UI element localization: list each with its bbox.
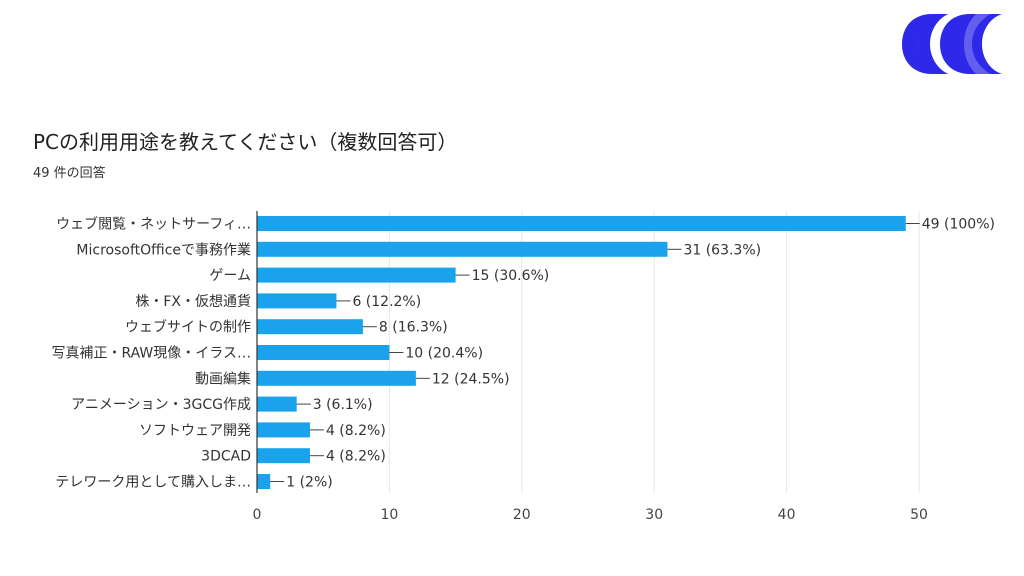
bar: [257, 267, 456, 283]
chart-title: PCの利用用途を教えてください（複数回答可）: [33, 130, 458, 154]
bar: [257, 241, 668, 257]
value-label: 6 (12.2%): [352, 294, 421, 310]
x-tick-label: 0: [253, 507, 262, 523]
x-tick-label: 40: [778, 507, 796, 523]
bar: [257, 345, 390, 360]
x-tick-label: 10: [380, 507, 398, 523]
value-label: 15 (30.6%): [472, 268, 550, 284]
category-label: MicrosoftOfficeで事務作業: [76, 242, 251, 258]
value-label: 1 (2%): [286, 475, 333, 491]
bar: [257, 396, 297, 412]
value-label: 8 (16.3%): [379, 320, 448, 336]
value-label: 4 (8.2%): [326, 449, 386, 465]
value-label: 3 (6.1%): [313, 397, 373, 413]
value-label: 31 (63.3%): [683, 242, 761, 258]
x-tick-label: 30: [645, 507, 663, 523]
category-label: ウェブサイトの制作: [125, 319, 251, 336]
bar: [257, 448, 310, 464]
value-label: 4 (8.2%): [326, 423, 386, 439]
x-tick-label: 20: [513, 507, 531, 523]
category-label: アニメーション・3GCG作成: [71, 397, 251, 413]
response-count: 49 件の回答: [33, 166, 106, 181]
category-label: ゲーム: [209, 268, 251, 284]
category-label: 動画編集: [195, 370, 251, 387]
bar: [257, 293, 337, 309]
value-label: 10 (20.4%): [405, 346, 483, 362]
bar: [257, 422, 310, 438]
bar: [257, 474, 271, 489]
brand-logo: [902, 14, 1002, 74]
category-label: テレワーク用として購入しま…: [55, 475, 251, 491]
bar: [257, 370, 416, 386]
category-label: 3DCAD: [201, 449, 251, 465]
x-tick-label: 50: [910, 507, 928, 523]
category-label: 写真補正・RAW現像・イラス…: [51, 346, 251, 362]
value-label: 12 (24.5%): [432, 371, 510, 387]
category-label: ソフトウェア開発: [139, 423, 251, 439]
bar: [257, 216, 906, 231]
category-label: ウェブ閲覧・ネットサーフィ…: [56, 216, 251, 233]
bar: [257, 319, 363, 335]
category-label: 株・FX・仮想通貨: [135, 293, 251, 310]
value-label: 49 (100%): [922, 217, 995, 233]
